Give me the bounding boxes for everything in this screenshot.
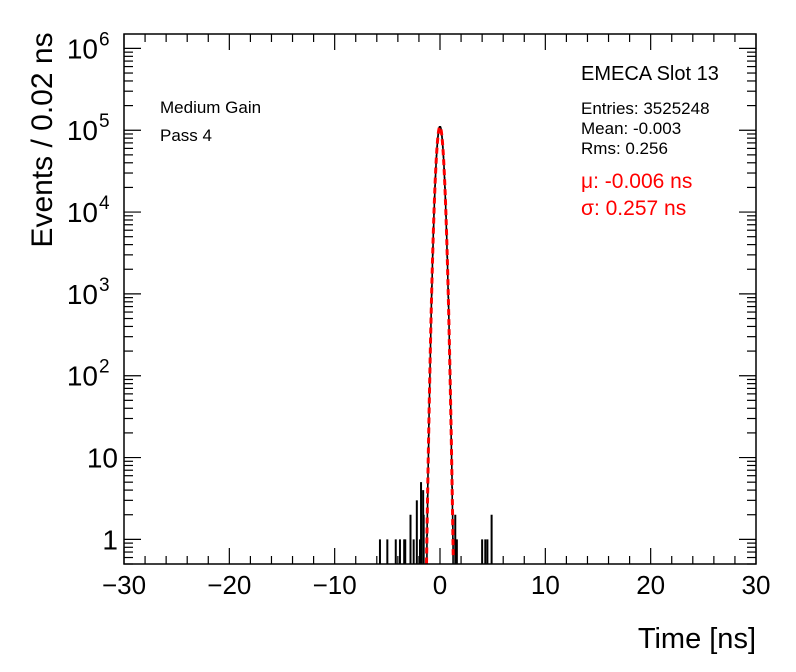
y-tick-label: 10 (67, 33, 98, 64)
annotation-gain: Medium Gain (160, 98, 261, 117)
y-tick-exponent: 6 (99, 29, 110, 50)
histogram-core (426, 126, 454, 564)
y-tick-exponent: 2 (99, 357, 110, 378)
x-tick-label: 20 (636, 570, 665, 600)
y-tick-exponent: 3 (99, 275, 110, 296)
x-tick-label: −30 (102, 570, 146, 600)
x-tick-label: 10 (531, 570, 560, 600)
gaussian-fit-series (425, 125, 455, 564)
fit-sigma-label: σ: 0.257 ns (581, 197, 686, 220)
y-tick-label: 10 (87, 443, 118, 474)
stats-mean: Mean: -0.003 (581, 119, 681, 138)
stats-rms: Rms: 0.256 (581, 139, 668, 158)
x-tick-label: 0 (433, 570, 447, 600)
axis-ticks (123, 34, 757, 565)
y-tick-exponent: 5 (99, 111, 110, 132)
y-tick-label: 10 (67, 115, 98, 146)
y-tick-label: 1 (102, 524, 118, 555)
x-tick-label: −10 (313, 570, 357, 600)
x-tick-label: 30 (742, 570, 771, 600)
x-axis-label: Time [ns] (638, 623, 756, 655)
plot-frame (123, 33, 757, 565)
x-tick-label: −20 (207, 570, 251, 600)
stats-title: EMECA Slot 13 (581, 63, 719, 85)
stats-entries: Entries: 3525248 (581, 99, 710, 118)
y-tick-label: 10 (67, 197, 98, 228)
annotation-pass: Pass 4 (160, 126, 212, 145)
y-tick-exponent: 4 (99, 193, 110, 214)
y-tick-label: 10 (67, 361, 98, 392)
fit-mu-label: μ: -0.006 ns (581, 170, 692, 193)
y-tick-label: 10 (67, 279, 98, 310)
y-axis-label: Events / 0.02 ns (26, 32, 59, 247)
fit-curve (425, 125, 455, 564)
